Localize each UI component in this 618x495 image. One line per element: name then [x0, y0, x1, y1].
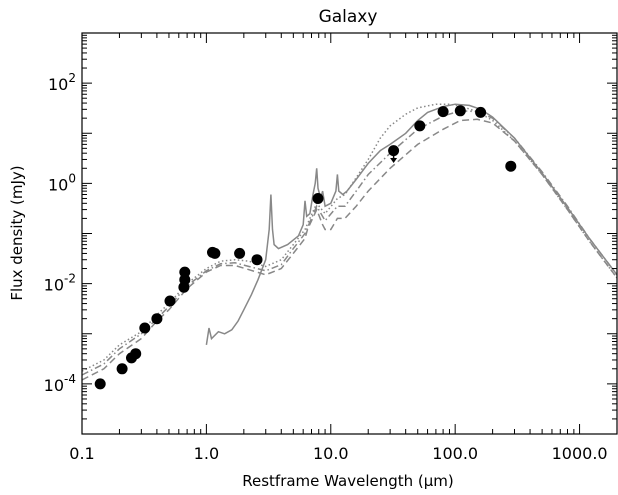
- data-points: [94, 105, 517, 390]
- model-curve-dashdot: [81, 110, 618, 376]
- y-tick-label: 102: [48, 71, 76, 94]
- data-point: [475, 106, 487, 118]
- data-point: [414, 120, 426, 132]
- chart-title: Galaxy: [319, 7, 378, 27]
- data-point: [164, 295, 176, 307]
- y-tick-label: 10-2: [44, 272, 76, 295]
- data-point: [505, 160, 517, 172]
- data-point: [234, 247, 246, 259]
- model-curve-dotted: [81, 103, 618, 372]
- y-tick-label: 100: [48, 171, 76, 194]
- model-curve-solid: [205, 103, 618, 346]
- y-axis-label: Flux density (mJy): [8, 165, 26, 300]
- y-tick-labels: 10-4 10-2 100 102: [44, 71, 76, 395]
- axis-ticks: [81, 32, 618, 435]
- data-point: [116, 363, 128, 375]
- x-tick-label: 1000.0: [552, 444, 608, 463]
- x-tick-label: 1.0: [194, 444, 219, 463]
- data-point: [179, 274, 191, 286]
- data-point: [179, 266, 191, 278]
- data-point: [388, 145, 400, 157]
- x-tick-labels: 0.1 1.0 10.0 100.0 1000.0: [69, 444, 607, 463]
- data-point: [312, 193, 324, 204]
- plot-frame: [81, 32, 618, 435]
- upper-limit-markers: [390, 151, 398, 164]
- model-curves: [81, 103, 618, 381]
- data-point: [130, 348, 142, 360]
- model-curve-dashed: [81, 118, 618, 381]
- x-tick-label: 0.1: [69, 444, 94, 463]
- x-tick-label: 10.0: [313, 444, 349, 463]
- data-point: [251, 254, 263, 266]
- data-point: [139, 322, 151, 334]
- data-point: [209, 247, 221, 259]
- data-point: [437, 106, 449, 118]
- x-tick-label: 100.0: [432, 444, 478, 463]
- data-point: [151, 313, 163, 325]
- data-point: [454, 105, 466, 117]
- upper-limit-arrow: [390, 151, 398, 164]
- x-axis-label: Restframe Wavelength (μm): [242, 472, 454, 490]
- data-point: [94, 378, 106, 390]
- y-tick-label: 10-4: [44, 372, 76, 395]
